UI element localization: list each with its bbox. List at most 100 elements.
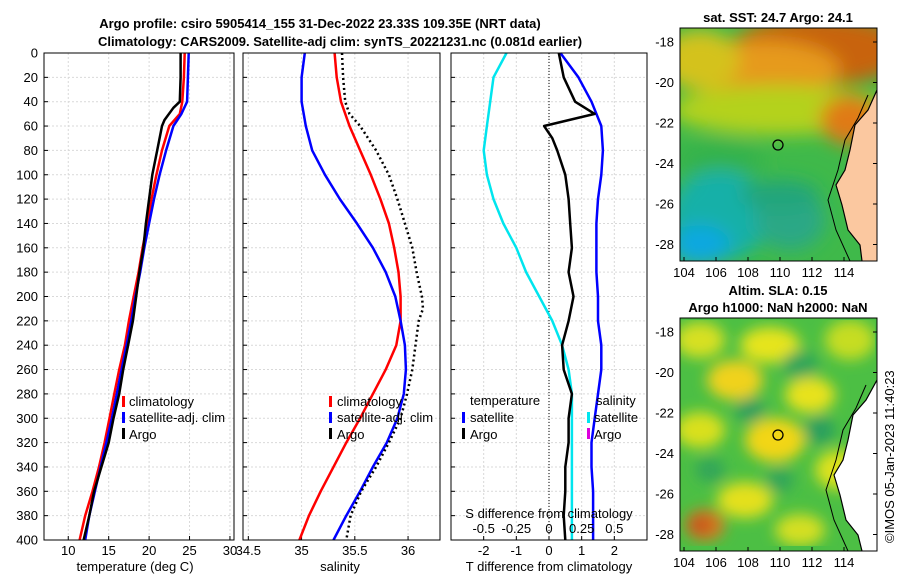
map-lon-label: 106 <box>705 265 727 280</box>
series-line-argo <box>82 53 182 541</box>
sst-lon-ticks: 104 106 108 110 112 114 <box>673 257 854 280</box>
x-tick-label: 36 <box>401 543 415 558</box>
sst-depth-contour <box>827 94 869 261</box>
legend-label-argo: Argo <box>129 427 156 442</box>
map-lon-label: 106 <box>705 555 727 570</box>
x-tick-label: 35 <box>294 543 308 558</box>
temperature-legend: climatology satellite-adj. clim Argo <box>122 394 225 442</box>
legend-label-satellite: satellite-adj. clim <box>337 410 433 425</box>
map-lon-label: 110 <box>770 555 791 570</box>
x-tick-label-top: -0.25 <box>502 521 532 536</box>
sla-depth-contour <box>825 384 867 551</box>
salinity-lines <box>298 52 425 541</box>
sst-land <box>836 28 877 261</box>
depth-tick-label: 340 <box>16 459 38 474</box>
depth-tick-label: 400 <box>16 533 38 548</box>
sst-map-frame <box>679 27 878 262</box>
map-lon-label: 104 <box>673 555 695 570</box>
legend-swatch-argo <box>329 428 332 439</box>
legend-title-temperature: temperature <box>470 393 540 408</box>
depth-tick-label: 120 <box>16 192 38 207</box>
series-line-climatology <box>78 52 186 541</box>
salinity-axes-frame <box>242 52 441 541</box>
figure-title-line2: Climatology: CARS2009. Satellite-adj cli… <box>98 34 582 49</box>
temperature-xlabel: temperature (deg C) <box>76 559 193 574</box>
t-difference-tick-labels: -2 -1 0 1 2 <box>478 543 618 558</box>
x-tick-label: 2 <box>611 543 618 558</box>
legend-swatch-argo <box>122 428 125 439</box>
depth-tick-label: 380 <box>16 508 38 523</box>
series-line-s-satellite <box>559 52 605 540</box>
salinity-legend: climatology satellite-adj. clim Argo <box>329 394 433 442</box>
series-line-argo <box>340 52 425 541</box>
sla-map-title-line2: Argo h1000: NaN h2000: NaN <box>688 300 867 315</box>
legend-swatch-t-satellite <box>462 412 465 423</box>
map-lat-label: -20 <box>655 75 674 90</box>
sst-coastline <box>835 89 877 261</box>
sla-field <box>680 318 877 551</box>
x-tick-label: 15 <box>101 543 115 558</box>
x-tick-label: -2 <box>478 543 490 558</box>
sla-map: Altim. SLA: 0.15 Argo h1000: NaN h2000: … <box>655 283 878 570</box>
depth-tick-label: 60 <box>24 119 38 134</box>
depth-tick-label: 240 <box>16 338 38 353</box>
difference-lines <box>482 52 605 541</box>
depth-tick-label: 160 <box>16 240 38 255</box>
sla-map-frame <box>679 317 878 552</box>
legend-swatch-satellite <box>122 412 125 423</box>
map-lon-label: 112 <box>802 265 823 280</box>
legend-label-s-satellite: satellite <box>594 410 638 425</box>
s-difference-tick-labels: -0.5 -0.25 0 0.25 0.5 <box>472 521 623 536</box>
map-lat-label: -22 <box>655 406 674 421</box>
map-lat-label: -26 <box>655 487 674 502</box>
depth-tick-label: 200 <box>16 289 38 304</box>
depth-tick-label: 280 <box>16 386 38 401</box>
map-lat-label: -24 <box>655 156 674 171</box>
sla-land <box>834 318 877 551</box>
map-lat-label: -20 <box>655 365 674 380</box>
legend-label-climatology: climatology <box>129 394 195 409</box>
legend-label-satellite: satellite-adj. clim <box>129 410 225 425</box>
legend-swatch-s-argo <box>587 428 590 439</box>
depth-tick-label: 320 <box>16 435 38 450</box>
sst-lat-ticks: -18 -20 -22 -24 -26 -28 <box>655 35 877 252</box>
depth-tick-label: 100 <box>16 167 38 182</box>
depth-tick-label: 180 <box>16 265 38 280</box>
map-lat-label: -26 <box>655 197 674 212</box>
depth-tick-label: 260 <box>16 362 38 377</box>
x-tick-label: 0 <box>545 543 552 558</box>
x-tick-label: 1 <box>578 543 585 558</box>
temperature-grid <box>44 52 234 541</box>
salinity-panel: 34.5 35 35.5 36 salinity climatology satell… <box>236 52 441 574</box>
series-line-t-argo <box>542 52 596 541</box>
salinity-xlabel: salinity <box>320 559 360 574</box>
map-lat-label: -18 <box>655 35 674 50</box>
sst-argo-marker <box>772 139 784 151</box>
map-lat-label: -18 <box>655 325 674 340</box>
map-lon-label: 108 <box>737 555 759 570</box>
depth-tick-label: 40 <box>24 94 38 109</box>
x-tick-label-top: 0 <box>545 521 552 536</box>
temperature-lines <box>78 52 190 541</box>
series-line-satellite <box>300 52 408 541</box>
legend-label-argo: Argo <box>337 427 364 442</box>
imos-timestamp: ©IMOS 05-Jan-2023 11:40:23 <box>882 370 897 543</box>
sla-lon-ticks: 104 106 108 110 112 114 <box>673 547 854 570</box>
map-lon-label: 110 <box>770 265 791 280</box>
map-lon-label: 114 <box>834 265 855 280</box>
x-tick-label-top: 0.5 <box>605 521 623 536</box>
legend-title-salinity: salinity <box>596 393 636 408</box>
x-tick-label: -1 <box>511 543 523 558</box>
depth-tick-labels: 0 20 40 60 80 100 120 140 160 180 200 220 240 260 280 3… <box>16 46 38 548</box>
x-tick-label: 35.5 <box>342 543 367 558</box>
map-lat-label: -28 <box>655 527 674 542</box>
sla-map-title-line1: Altim. SLA: 0.15 <box>729 283 828 298</box>
x-tick-label-top: -0.5 <box>472 521 494 536</box>
difference-legend: temperature salinity satellite Argo sate… <box>462 393 638 442</box>
legend-label-t-argo: Argo <box>470 427 497 442</box>
legend-swatch-s-satellite <box>587 412 590 423</box>
difference-axes-frame <box>450 52 648 541</box>
s-difference-xlabel: S difference from climatology <box>465 506 633 521</box>
sla-coastline <box>833 379 877 551</box>
x-tick-label: 20 <box>142 543 156 558</box>
